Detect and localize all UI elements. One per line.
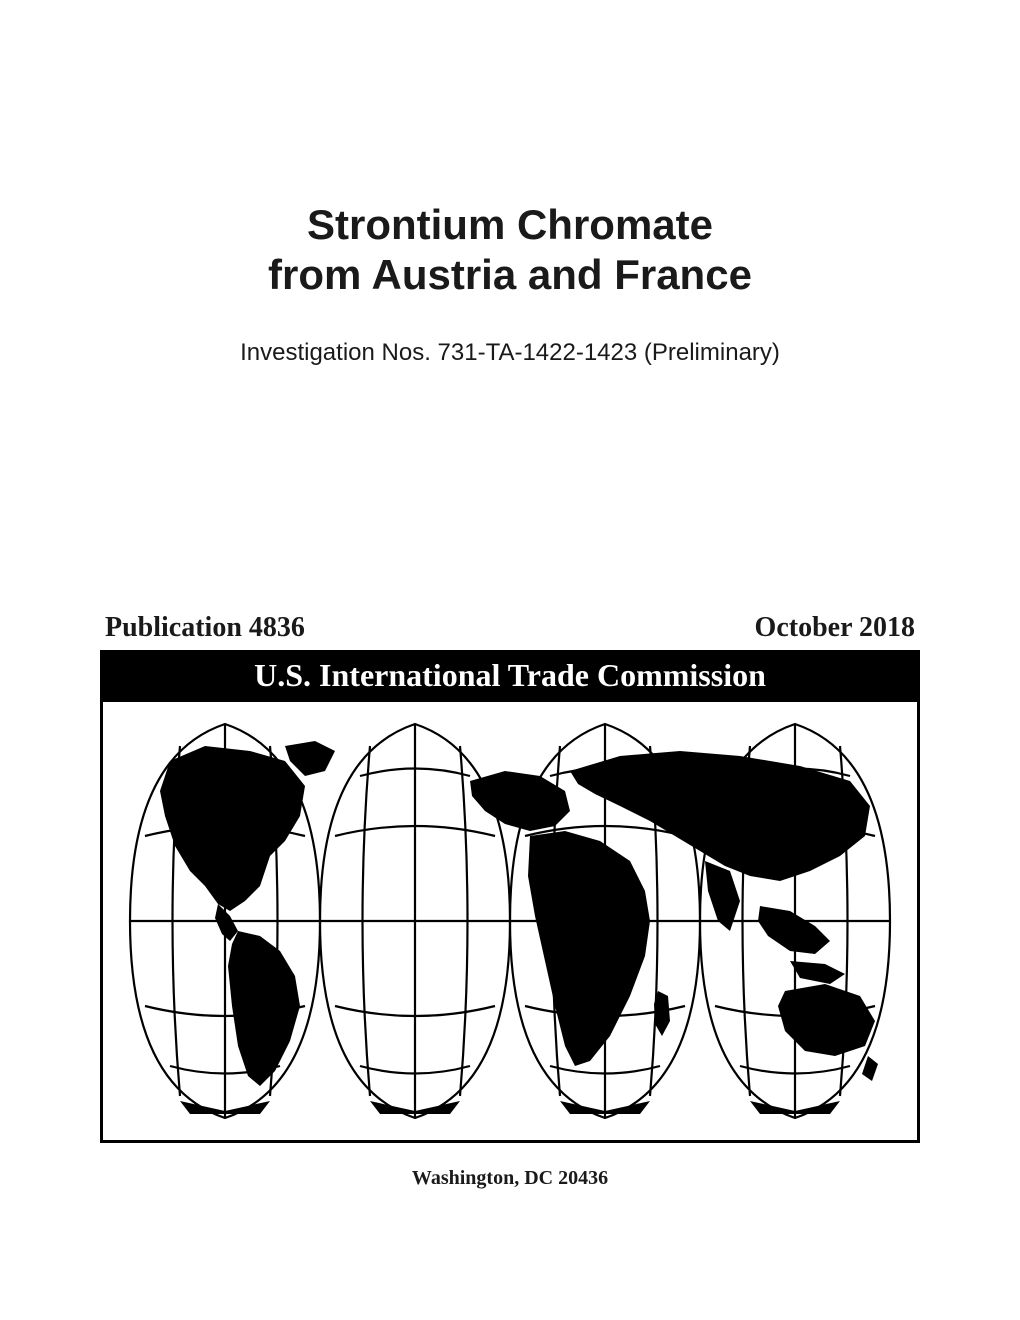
- publication-number: Publication 4836: [105, 612, 305, 644]
- title-line-2: from Austria and France: [268, 251, 752, 298]
- title-line-1: Strontium Chromate: [307, 201, 713, 248]
- footer-address: Washington, DC 20436: [100, 1167, 920, 1190]
- document-page: Strontium Chromate from Austria and Fran…: [0, 0, 1020, 1320]
- globe-map-container: [103, 702, 917, 1140]
- document-title: Strontium Chromate from Austria and Fran…: [100, 200, 920, 301]
- publication-date: October 2018: [755, 612, 915, 644]
- world-map-icon: [107, 706, 913, 1136]
- investigation-subtitle: Investigation Nos. 731-TA-1422-1423 (Pre…: [100, 339, 920, 367]
- organization-box: U.S. International Trade Commission: [100, 650, 920, 1143]
- title-block: Strontium Chromate from Austria and Fran…: [100, 200, 920, 367]
- publication-row: Publication 4836 October 2018: [100, 612, 920, 650]
- organization-name: U.S. International Trade Commission: [103, 653, 917, 702]
